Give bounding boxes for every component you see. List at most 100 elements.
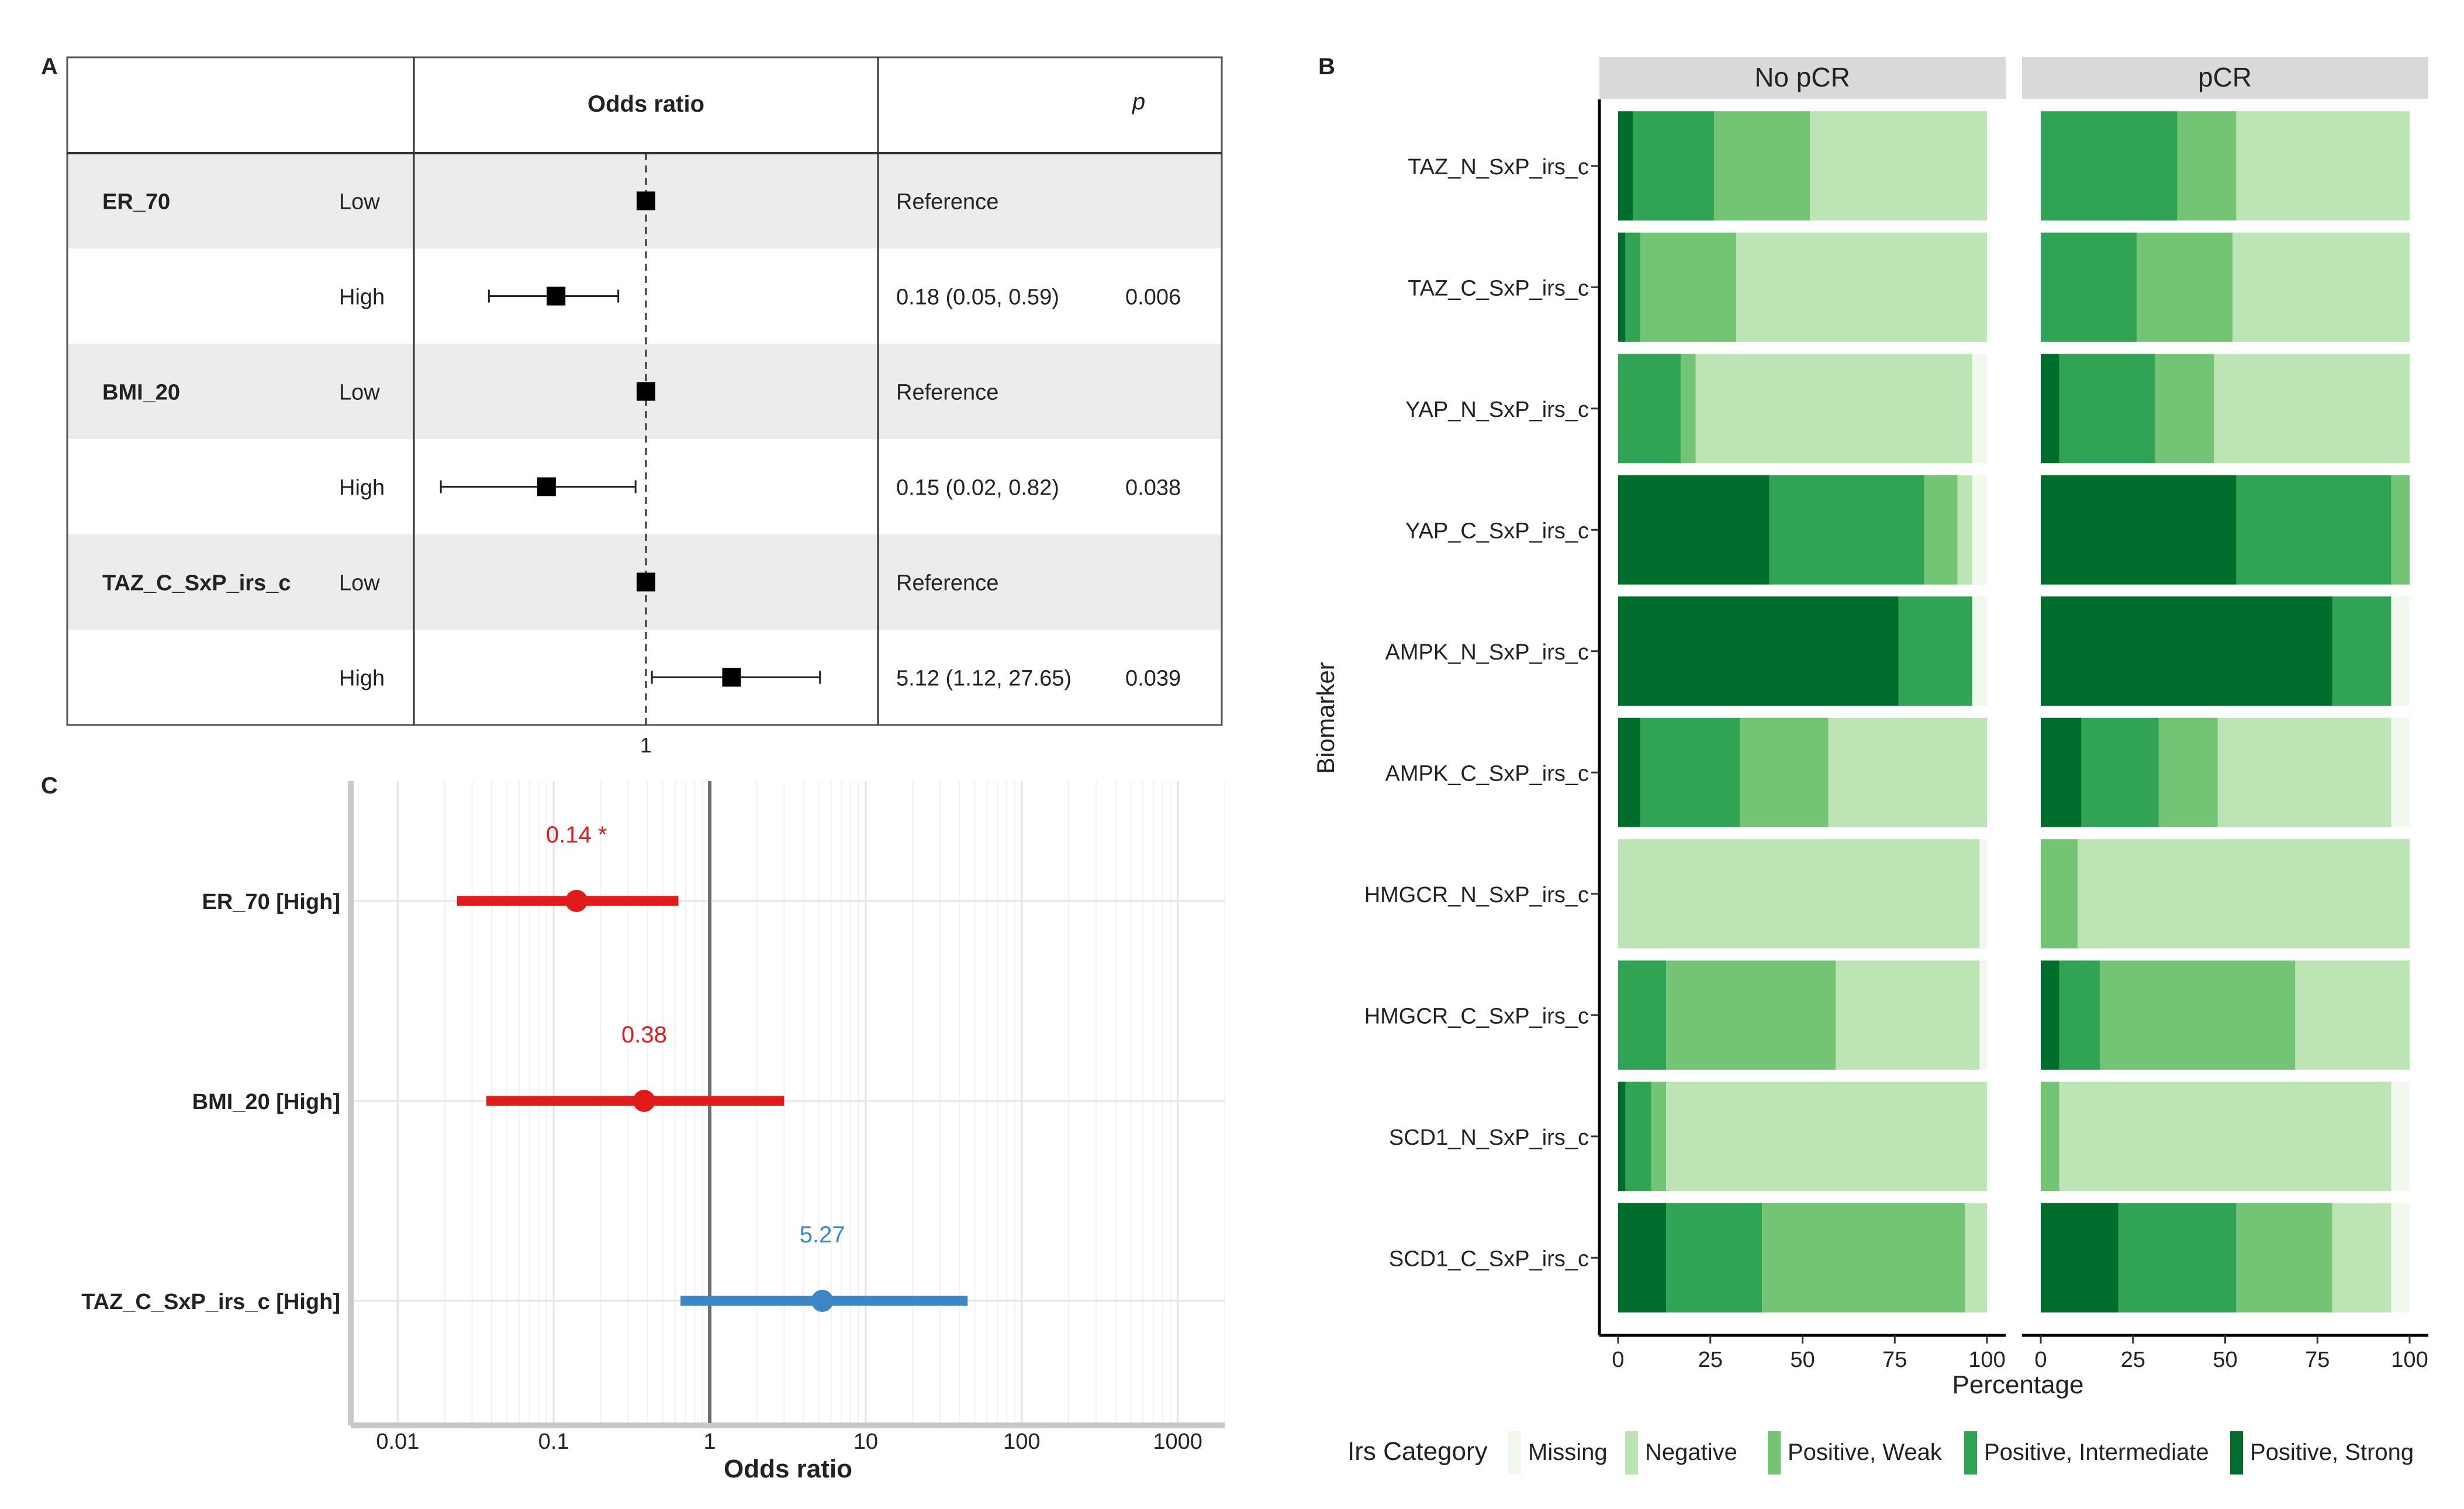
- bar-segment: [2391, 1082, 2410, 1192]
- bar-segment: [1666, 960, 1836, 1070]
- bar-segment: [1618, 232, 1626, 342]
- facet-strip-label: pCR: [2198, 62, 2252, 92]
- x-axis-title-percentage: Percentage: [1952, 1370, 2083, 1399]
- bar-segment: [1957, 475, 1972, 585]
- bar-segment: [1618, 1082, 1626, 1192]
- bar-segment: [2295, 960, 2410, 1070]
- biomarker-label: TAZ_N_SxP_irs_c: [1408, 155, 1589, 179]
- table-axis-tick-1: 1: [640, 733, 652, 757]
- x-tick-label: 100: [1003, 1429, 1040, 1454]
- legend-swatch: [1508, 1431, 1521, 1475]
- point-estimate-square: [637, 382, 655, 401]
- bar-segment: [1651, 1082, 1667, 1192]
- bar-segment: [1714, 111, 1810, 221]
- bar-segment: [2217, 717, 2392, 827]
- row-ci-text: Reference: [896, 381, 998, 405]
- stacked-bars: [1618, 111, 2410, 1313]
- bar-segment: [1695, 354, 1972, 464]
- x-tick-label: 10: [853, 1429, 878, 1454]
- row-ci-text: 5.12 (1.12, 27.65): [896, 667, 1072, 691]
- bar-segment: [1625, 232, 1640, 342]
- bar-segment: [1810, 111, 1987, 221]
- bar-segment: [2332, 596, 2392, 706]
- bar-segment: [2391, 1203, 2410, 1313]
- bar-segment: [1972, 475, 1987, 585]
- panel-a-forest-table: Odds ratio p ER_70 Low Reference High 0.18 (…: [66, 56, 1223, 757]
- bar-segment: [1762, 1203, 1965, 1313]
- bar-segment: [2177, 111, 2237, 221]
- bar-segment: [2059, 1082, 2392, 1192]
- y-tick-label: BMI_20 [High]: [192, 1090, 340, 1114]
- bar-segment: [1618, 1203, 1667, 1313]
- facet-strip: [1599, 57, 2006, 99]
- point-estimate: [633, 1090, 655, 1112]
- table-rows: ER_70 Low Reference High 0.18 (0.05, 0.59) 0.…: [102, 190, 1181, 691]
- row-level-label: Low: [339, 381, 380, 405]
- estimate-label: 0.14 *: [546, 822, 607, 848]
- row-p-value: 0.006: [1125, 285, 1181, 310]
- x-tick-label: 25: [1698, 1348, 1723, 1372]
- bar-segment: [2041, 111, 2178, 221]
- bar-segment: [2236, 475, 2392, 585]
- bar-segment: [2155, 354, 2214, 464]
- point-estimate: [565, 890, 588, 912]
- point-estimate-square: [722, 668, 741, 687]
- header-p: p: [1132, 89, 1145, 115]
- bar-segment: [2233, 232, 2410, 342]
- bar-segment: [2391, 717, 2410, 827]
- bar-segment: [1828, 717, 1987, 827]
- panel-label-b: B: [1318, 54, 1335, 80]
- row-p-value: 0.038: [1125, 476, 1181, 500]
- bar-segment: [2236, 1203, 2332, 1313]
- bar-segment: [2391, 475, 2410, 585]
- bar-segment: [1924, 475, 1958, 585]
- panel-b-stacked-bars: No pCR pCR TAZ_N_SxP_irs_c TAZ_C_SxP_irs_c…: [1312, 57, 2428, 1475]
- x-tick-label: 50: [1790, 1348, 1815, 1372]
- panel-b-axes: 0 25 50 75 100 0 25 50 75 100: [1598, 99, 2428, 1372]
- point-estimate-square: [537, 477, 556, 496]
- bar-segment: [2041, 1203, 2119, 1313]
- bar-segment: [2059, 960, 2100, 1070]
- row-ci-text: 0.15 (0.02, 0.82): [896, 476, 1059, 500]
- row-p-value: 0.039: [1125, 667, 1181, 691]
- x-axis-title-odds-ratio: Odds ratio: [724, 1455, 852, 1483]
- x-tick-label: 25: [2121, 1348, 2145, 1372]
- legend-title: Irs Category: [1347, 1437, 1488, 1466]
- legend-label: Positive, Weak: [1788, 1439, 1943, 1465]
- bar-segment: [1618, 960, 1667, 1070]
- facet-strip: [2022, 57, 2428, 99]
- biomarker-label: SCD1_N_SxP_irs_c: [1389, 1125, 1589, 1150]
- bar-segment: [1666, 1203, 1763, 1313]
- bar-segment: [2041, 354, 2059, 464]
- bar-segment: [2118, 1203, 2237, 1313]
- x-tick-label: 100: [1968, 1348, 2005, 1372]
- facet-strip-label: No pCR: [1754, 62, 1850, 92]
- legend-swatch: [1964, 1431, 1977, 1475]
- header-odds-ratio: Odds ratio: [588, 91, 704, 117]
- bar-segment: [2041, 1082, 2059, 1192]
- x-tick-label: 1000: [1153, 1429, 1202, 1454]
- bar-segment: [2041, 717, 2082, 827]
- legend-label: Missing: [1528, 1439, 1608, 1465]
- table-border: [66, 56, 1223, 726]
- table-forest-marks: [440, 191, 821, 687]
- bar-segment: [1618, 839, 1980, 949]
- row-level-label: Low: [339, 190, 380, 215]
- y-tick-label: TAZ_C_SxP_irs_c [High]: [81, 1290, 340, 1314]
- facet-strips: No pCR pCR: [1599, 57, 2428, 99]
- forest-marks: 0.14 * ER_70 [High] 0.38 BMI_20 [High] 5.27 T…: [81, 822, 968, 1314]
- bar-segment: [1836, 960, 1980, 1070]
- bar-segment: [2099, 960, 2296, 1070]
- biomarker-label: AMPK_C_SxP_irs_c: [1385, 761, 1589, 786]
- row-group-label: TAZ_C_SxP_irs_c: [102, 571, 291, 596]
- bar-segment: [1972, 596, 1987, 706]
- biomarker-label: SCD1_C_SxP_irs_c: [1389, 1246, 1589, 1271]
- bar-segment: [2041, 596, 2332, 706]
- row-level-label: High: [339, 476, 385, 500]
- gridlines: [354, 781, 1225, 1423]
- row-ci-text: Reference: [896, 190, 998, 215]
- bar-segment: [1666, 1082, 1987, 1192]
- x-tick-label: 50: [2213, 1348, 2237, 1372]
- legend-swatch: [1768, 1431, 1781, 1475]
- biomarker-labels: TAZ_N_SxP_irs_c TAZ_C_SxP_irs_c YAP_N_SxP_…: [1364, 155, 1599, 1271]
